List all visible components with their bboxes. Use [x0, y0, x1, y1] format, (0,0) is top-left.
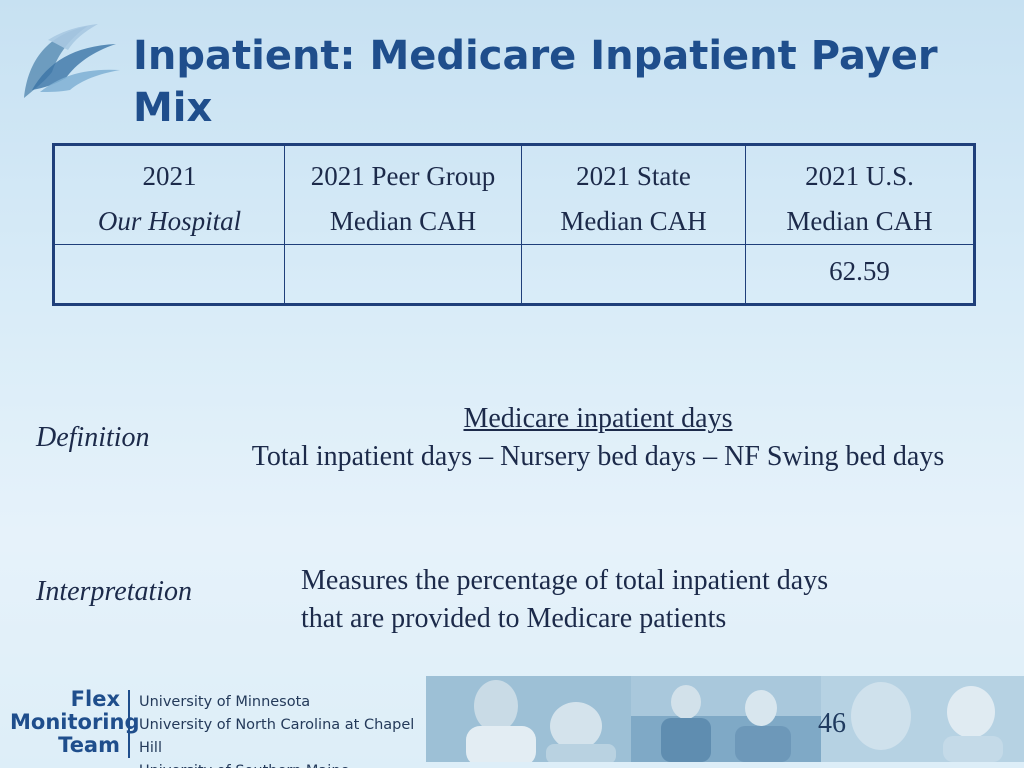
value-peer-group: [284, 244, 522, 305]
interpretation-line: Measures the percentage of total inpatie…: [301, 565, 829, 596]
header-peer-group: 2021 Peer Group Median CAH: [284, 144, 522, 245]
interpretation-label: Interpretation: [36, 576, 193, 607]
interpretation-text: Measures the percentage of total inpatie…: [301, 562, 981, 638]
header-line: 2021 Peer Group: [310, 161, 496, 191]
header-our-hospital: 2021 Our Hospital: [53, 144, 285, 245]
header-state: 2021 State Median CAH: [521, 144, 746, 245]
university-list: University of Minnesota University of No…: [139, 691, 424, 768]
value-our-hospital: [53, 244, 285, 305]
formula-numerator: Medicare inpatient days: [463, 403, 733, 434]
header-line: 2021 U.S.: [805, 161, 914, 191]
header-line: Median CAH: [329, 206, 477, 236]
photo-child: [821, 676, 1024, 762]
photo-doctor-patient: [426, 676, 631, 762]
value-us: 62.59: [745, 244, 975, 305]
university-item: University of Southern Maine: [139, 760, 424, 768]
page-number: 46: [818, 708, 846, 739]
header-line: Our Hospital: [97, 206, 242, 236]
header-us: 2021 U.S. Median CAH: [745, 144, 975, 245]
university-item: University of North Carolina at Chapel H…: [139, 717, 415, 756]
table-values-row: 62.59: [53, 244, 975, 305]
org-line: Flex: [70, 687, 120, 711]
page-title: Inpatient: Medicare Inpatient Payer Mix: [133, 33, 938, 131]
header-line: 2021 State: [576, 161, 691, 191]
footer-divider: [128, 690, 130, 758]
table-header-row: 2021 Our Hospital 2021 Peer Group Median…: [53, 144, 975, 245]
logo-icon: [24, 24, 120, 98]
university-item: University of Minnesota: [139, 694, 311, 710]
value-state: [521, 244, 746, 305]
header-line: Median CAH: [786, 206, 933, 236]
photo-strip: [426, 676, 1024, 762]
header-line: 2021: [142, 161, 197, 191]
photo-men-outdoors: [631, 676, 821, 762]
interpretation-line: that are provided to Medicare patients: [301, 603, 727, 634]
header-line: Median CAH: [560, 206, 707, 236]
definition-formula: Medicare inpatient days Total inpatient …: [200, 400, 996, 476]
metrics-table: 2021 Our Hospital 2021 Peer Group Median…: [52, 143, 976, 306]
formula-denominator: Total inpatient days – Nursery bed days …: [251, 441, 945, 472]
definition-label: Definition: [36, 422, 150, 453]
org-line: Monitoring: [10, 710, 140, 734]
flex-monitoring-team-logo: Flex Monitoring Team: [10, 687, 140, 757]
org-line: Team: [58, 733, 120, 757]
